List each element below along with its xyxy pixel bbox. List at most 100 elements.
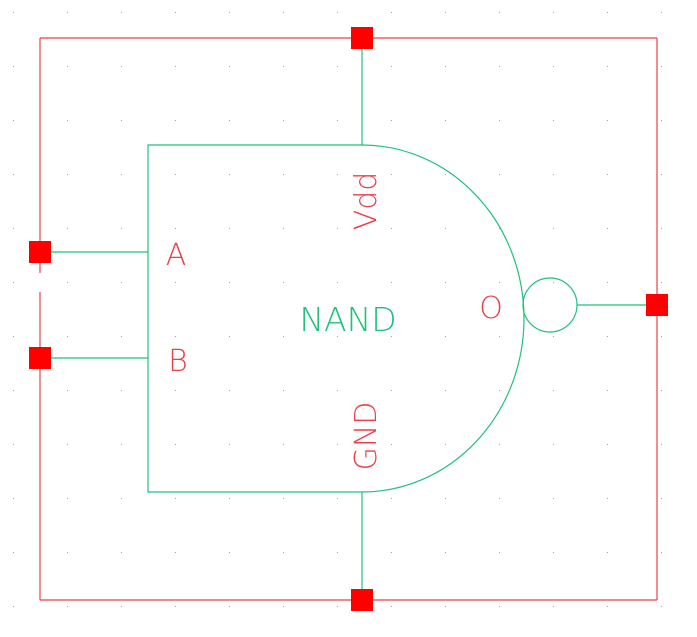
pin-wires [40,38,657,600]
grid-dot [499,12,500,13]
grid-dot [121,282,122,283]
grid-dot [445,120,446,121]
grid-dot [607,228,608,229]
grid-dot [121,12,122,13]
grid-dot [553,282,554,283]
grid-dot [121,444,122,445]
pin-marker-o[interactable] [646,294,668,316]
grid-dot [283,174,284,175]
grid-dot [445,228,446,229]
grid-dot [499,336,500,337]
grid-dot [175,174,176,175]
grid-dot [661,336,662,337]
grid-dot [283,498,284,499]
grid-dot [175,444,176,445]
grid-dot [67,498,68,499]
grid-dot [553,390,554,391]
grid-dot [661,498,662,499]
grid-dot [175,336,176,337]
grid-dot [175,12,176,13]
grid-dot [607,174,608,175]
grid-dot [337,606,338,607]
grid-dot [553,552,554,553]
grid-dot [607,282,608,283]
grid-dot [121,228,122,229]
grid-dots [13,12,662,607]
grid-dot [67,336,68,337]
grid-dot [121,390,122,391]
grid-dot [13,228,14,229]
grid-dot [391,228,392,229]
grid-dot [337,390,338,391]
grid-dot [283,444,284,445]
grid-dot [499,390,500,391]
grid-dot [391,336,392,337]
grid-dot [445,606,446,607]
grid-dot [661,444,662,445]
grid-dot [553,336,554,337]
grid-dot [661,174,662,175]
grid-dot [337,174,338,175]
grid-dot [67,66,68,67]
grid-dot [121,498,122,499]
grid-dot [391,552,392,553]
grid-dot [13,120,14,121]
grid-dot [121,552,122,553]
grid-dot [499,174,500,175]
grid-dot [391,606,392,607]
grid-dot [67,390,68,391]
grid-dot [229,498,230,499]
grid-dot [445,390,446,391]
grid-dot [445,282,446,283]
grid-dot [661,390,662,391]
grid-dot [553,606,554,607]
grid-dot [499,228,500,229]
grid-dot [391,120,392,121]
grid-dot [607,336,608,337]
grid-dot [607,606,608,607]
grid-dot [553,174,554,175]
grid-dot [391,444,392,445]
grid-dot [499,282,500,283]
grid-dot [121,66,122,67]
pin-marker-b[interactable] [29,347,51,369]
grid-dot [661,66,662,67]
pin-marker-a[interactable] [29,241,51,263]
pin-marker-vdd[interactable] [351,27,373,49]
grid-dot [175,390,176,391]
grid-dot [121,120,122,121]
grid-dot [229,552,230,553]
grid-dot [337,120,338,121]
grid-dot [337,552,338,553]
grid-dot [337,498,338,499]
grid-dot [283,228,284,229]
grid-dot [391,66,392,67]
grid-dot [337,12,338,13]
grid-dot [445,444,446,445]
grid-dot [499,606,500,607]
grid-dot [283,336,284,337]
grid-dot [661,552,662,553]
grid-dot [229,606,230,607]
grid-dot [607,552,608,553]
grid-dot [661,120,662,121]
grid-dot [13,336,14,337]
grid-dot [553,228,554,229]
pin-label-a: A [166,238,187,273]
grid-dot [67,174,68,175]
grid-dot [337,444,338,445]
grid-dot [553,66,554,67]
grid-dot [607,120,608,121]
pin-label-vdd: Vdd [349,172,384,231]
grid-dot [67,282,68,283]
grid-dot [553,120,554,121]
pin-marker-gnd[interactable] [351,589,373,611]
grid-dot [445,66,446,67]
grid-dot [175,282,176,283]
pin-label-b: B [168,344,188,379]
grid-dot [661,12,662,13]
grid-dot [499,444,500,445]
grid-dot [391,174,392,175]
grid-dot [229,444,230,445]
